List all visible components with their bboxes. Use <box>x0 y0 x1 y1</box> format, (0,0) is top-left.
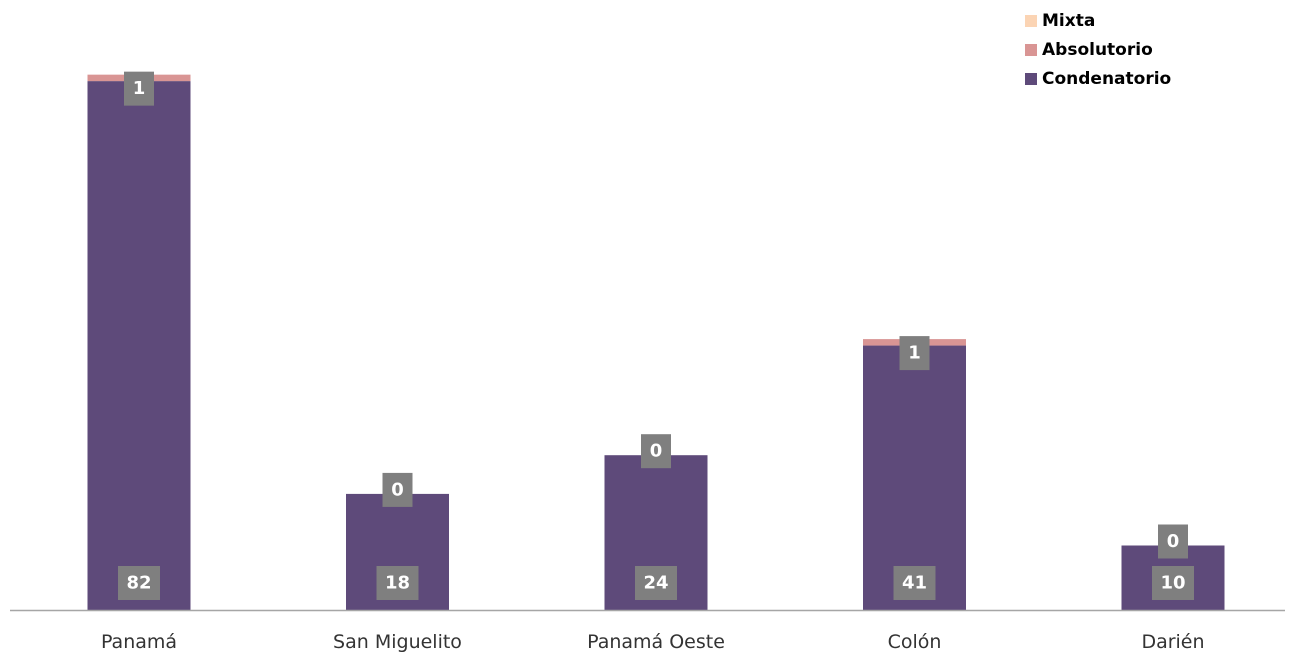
data-label-box-condenatorio-darien <box>1152 566 1194 600</box>
data-label-condenatorio-darien: 10 <box>1160 573 1185 594</box>
data-label-box-absolutorio-panama <box>124 71 154 106</box>
data-label-condenatorio-panama-oeste: 24 <box>643 573 668 594</box>
x-tick-label-colon: Colón <box>888 631 942 653</box>
data-label-condenatorio-colon: 41 <box>902 573 927 594</box>
x-tick-label-panama-oeste: Panamá Oeste <box>587 631 725 653</box>
data-label-absolutorio-darien: 0 <box>1167 531 1180 552</box>
data-label-box-absolutorio-panama-oeste <box>641 434 671 469</box>
legend-swatch-condenatorio <box>1025 72 1037 85</box>
x-tick-label-san-miguelito: San Miguelito <box>333 631 462 653</box>
data-label-box-absolutorio-darien <box>1158 524 1188 559</box>
data-label-box-condenatorio-panama-oeste <box>635 566 677 600</box>
legend-label-absolutorio: Absolutorio <box>1042 39 1153 60</box>
legend-item-absolutorio: Absolutorio <box>1025 35 1171 64</box>
data-label-absolutorio-panama: 1 <box>133 78 146 99</box>
data-label-condenatorio-san-miguelito: 18 <box>385 573 410 594</box>
data-label-absolutorio-san-miguelito: 0 <box>391 479 404 500</box>
data-label-condenatorio-panama: 82 <box>126 573 151 594</box>
data-label-box-condenatorio-panama <box>118 566 160 600</box>
x-tick-label-darien: Darién <box>1141 631 1204 653</box>
legend: Mixta Absolutorio Condenatorio <box>1025 6 1171 93</box>
legend-label-mixta: Mixta <box>1042 10 1096 31</box>
data-label-absolutorio-panama-oeste: 0 <box>650 441 663 462</box>
legend-item-mixta: Mixta <box>1025 6 1171 35</box>
data-label-box-condenatorio-san-miguelito <box>376 566 419 600</box>
bar-condenatorio-colon <box>863 345 966 610</box>
legend-item-condenatorio: Condenatorio <box>1025 64 1171 93</box>
legend-swatch-mixta <box>1025 14 1037 27</box>
legend-label-condenatorio: Condenatorio <box>1042 68 1172 89</box>
legend-swatch-absolutorio <box>1025 43 1037 56</box>
bar-condenatorio-panama <box>87 81 191 611</box>
data-label-absolutorio-colon: 1 <box>908 343 921 364</box>
data-label-box-absolutorio-colon <box>899 336 930 371</box>
x-tick-label-panama: Panamá <box>101 631 177 653</box>
data-label-box-absolutorio-san-miguelito <box>382 472 413 507</box>
data-label-box-condenatorio-colon <box>893 566 936 600</box>
